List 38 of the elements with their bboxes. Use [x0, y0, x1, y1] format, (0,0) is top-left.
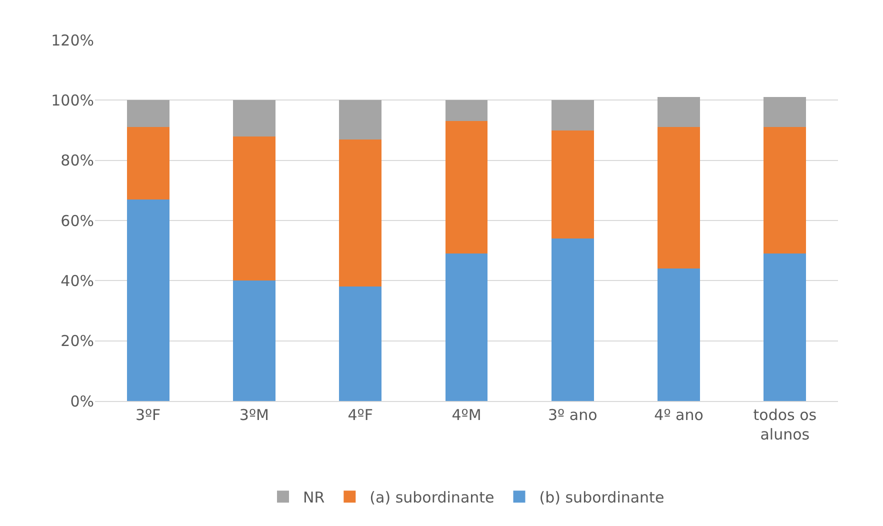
bar: [126, 127, 170, 200]
legend-label: (b) subordinante: [539, 488, 664, 507]
bar: [658, 268, 700, 401]
x-tick-label: 3ºF: [135, 406, 161, 424]
bar: [445, 254, 488, 401]
bar: [339, 286, 382, 401]
bar: [232, 136, 276, 281]
x-tick-label: 3ºM: [239, 406, 269, 424]
legend-label: NR: [303, 488, 325, 507]
legend-label: (a) subordinante: [370, 488, 494, 507]
bar: [126, 100, 170, 128]
bar: [339, 139, 382, 287]
bar: [445, 121, 488, 254]
bar: [445, 100, 488, 122]
bar: [551, 238, 594, 401]
bar: [232, 280, 276, 401]
y-tick-label: 40%: [60, 272, 94, 290]
bar: [764, 254, 806, 401]
bar: [126, 199, 170, 401]
y-tick-label: 0%: [70, 392, 94, 410]
x-tick-label: todos os alunos: [753, 406, 817, 444]
x-tick-label: 3º ano: [548, 406, 598, 424]
y-tick-label: 100%: [51, 91, 94, 110]
bar: [658, 97, 700, 128]
x-tick-label: 4ºM: [452, 406, 482, 424]
y-tick-label: 20%: [60, 332, 94, 350]
y-tick-label: 80%: [60, 152, 94, 170]
y-tick-label: 120%: [51, 31, 94, 50]
bar: [232, 100, 276, 136]
y-tick-label: 60%: [60, 212, 94, 230]
bar: [658, 127, 700, 269]
x-tick-label: 4ºF: [348, 406, 373, 424]
bar: [764, 97, 806, 128]
bar: [551, 130, 594, 239]
bar: [551, 100, 594, 130]
x-tick-label: 4º ano: [654, 406, 704, 424]
bar: [339, 100, 382, 140]
bar: [764, 127, 806, 254]
